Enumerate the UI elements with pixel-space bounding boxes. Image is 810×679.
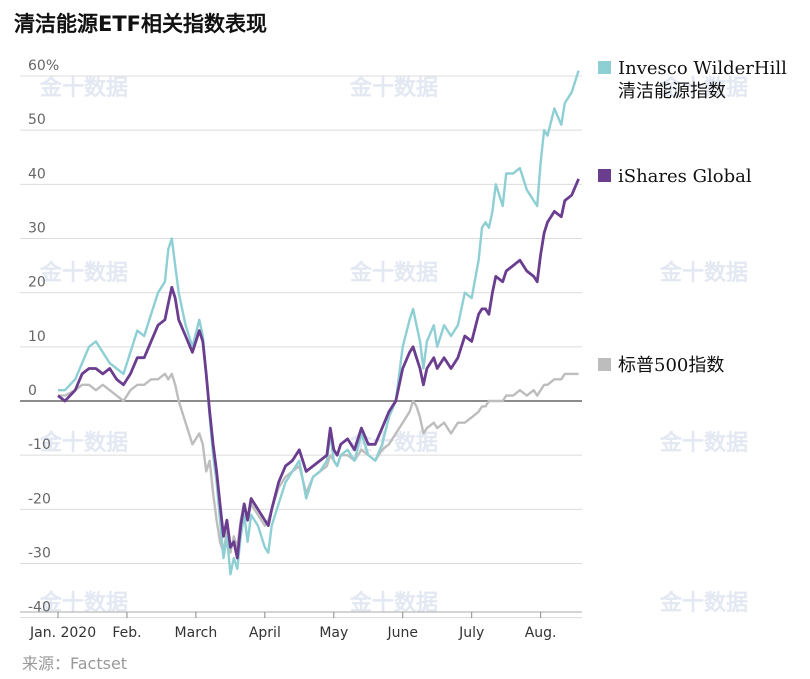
watermark: 金十数据	[349, 75, 438, 101]
legend-swatch	[598, 61, 611, 74]
legend-label: 清洁能源指数	[618, 81, 726, 102]
series-line-0	[58, 70, 580, 576]
y-tick-label: 60%	[28, 58, 59, 74]
legend-label: iShares Global	[618, 166, 752, 187]
x-tick-label: July	[458, 625, 484, 641]
legend-label: 标普500指数	[618, 355, 724, 376]
x-tick-label: Jan. 2020	[29, 625, 96, 641]
x-tick-label: Feb.	[112, 625, 141, 641]
legend-swatch	[598, 358, 611, 371]
watermark: 金十数据	[39, 75, 128, 101]
x-tick-label: June	[386, 625, 418, 641]
x-tick-label: April	[249, 625, 281, 641]
gridlines	[20, 75, 582, 619]
watermark: 金十数据	[39, 260, 128, 286]
x-tick-label: May	[319, 625, 348, 641]
watermark: 金十数据	[349, 260, 438, 286]
legend-label: Invesco WilderHill	[618, 58, 787, 79]
y-tick-label: -10	[28, 437, 51, 453]
y-tick-label: -30	[28, 546, 51, 562]
y-axis-ticks: 60% 50 40 30 20 10 0 -10 -20 -30 -40	[28, 58, 59, 616]
watermark: 金十数据	[659, 75, 748, 101]
x-tick-label: March	[175, 625, 218, 641]
y-tick-label: 30	[28, 221, 46, 237]
legend-swatch	[598, 169, 611, 182]
source-note: 来源：Factset	[22, 654, 128, 673]
watermark: 金十数据	[659, 430, 748, 456]
watermark: 金十数据	[659, 590, 748, 616]
y-tick-label: 40	[28, 166, 46, 182]
x-tick-label: Aug.	[525, 625, 557, 641]
x-axis: Jan. 2020 Feb. March April May June July Aug.	[20, 611, 582, 641]
y-tick-label: 0	[28, 383, 37, 399]
series-line-1	[57, 178, 580, 560]
watermark: 金十数据	[39, 430, 128, 456]
y-tick-label: 10	[28, 329, 46, 345]
chart-title: 清洁能源ETF相关指数表现	[14, 12, 268, 36]
series-lines	[57, 70, 580, 576]
watermark: 金十数据	[659, 260, 748, 286]
y-tick-label: 50	[28, 112, 46, 128]
y-tick-label: -20	[28, 491, 51, 507]
y-tick-label: -40	[28, 600, 51, 616]
y-tick-label: 20	[28, 275, 46, 291]
